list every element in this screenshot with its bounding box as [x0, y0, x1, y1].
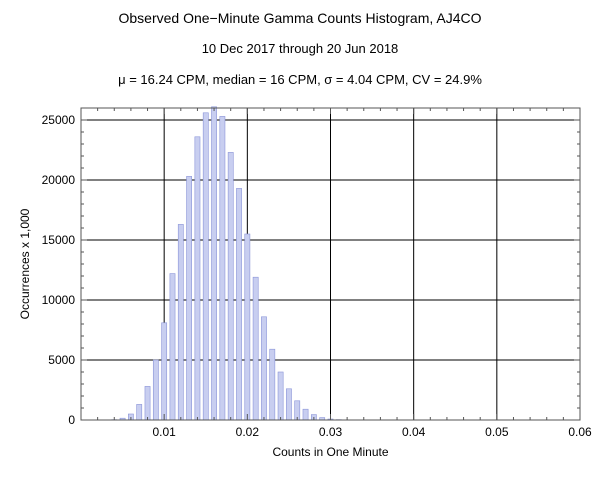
- y-axis-label: Occurrences x 1,000: [18, 208, 32, 319]
- y-tick-label-0: 0: [68, 413, 75, 427]
- x-tick-label-0: 0.01: [152, 425, 176, 439]
- x-axis-label: Counts in One Minute: [272, 445, 388, 459]
- bar-3: [136, 404, 143, 421]
- bar-13: [219, 116, 226, 421]
- bar-9: [186, 176, 192, 421]
- bar-15: [236, 188, 242, 421]
- x-tick-label-4: 0.05: [485, 425, 509, 439]
- y-tick-label-3: 15000: [42, 233, 76, 247]
- bar-18: [261, 316, 267, 421]
- bar-16: [244, 233, 251, 421]
- axis-ticks: 0.01 0.02 0.03 0.04 0.05 0.06 0 5000 10000 15000 2…: [42, 108, 592, 439]
- y-tick-label-2: 10000: [42, 293, 76, 307]
- bar-5: [152, 359, 159, 421]
- bar-4: [144, 386, 151, 421]
- y-tick-label-1: 5000: [48, 353, 75, 367]
- x-tick-label-5: 0.06: [568, 425, 592, 439]
- histogram-bars: [111, 106, 351, 421]
- x-tick-label-3: 0.04: [402, 425, 426, 439]
- bar-17: [252, 276, 259, 421]
- bar-12: [211, 106, 217, 421]
- bar-20: [277, 371, 284, 421]
- bar-21: [286, 388, 292, 421]
- bar-8: [177, 224, 184, 421]
- bar-11: [202, 112, 209, 421]
- x-tick-label-2: 0.03: [319, 425, 343, 439]
- y-tick-label-4: 20000: [42, 173, 76, 187]
- chart-title: Observed One−Minute Gamma Counts Histogr…: [118, 10, 482, 26]
- y-tick-label-5: 25000: [42, 113, 76, 127]
- bar-19: [269, 348, 276, 421]
- bar-6: [161, 322, 168, 421]
- chart-subtitle: 10 Dec 2017 through 20 Jun 2018: [201, 41, 399, 56]
- bar-14: [227, 152, 234, 421]
- x-tick-label-1: 0.02: [236, 425, 260, 439]
- bar-7: [169, 273, 176, 421]
- bar-10: [194, 136, 201, 421]
- bar-23: [302, 408, 309, 421]
- chart-statistics: μ = 16.24 CPM, median = 16 CPM, σ = 4.04…: [118, 72, 482, 87]
